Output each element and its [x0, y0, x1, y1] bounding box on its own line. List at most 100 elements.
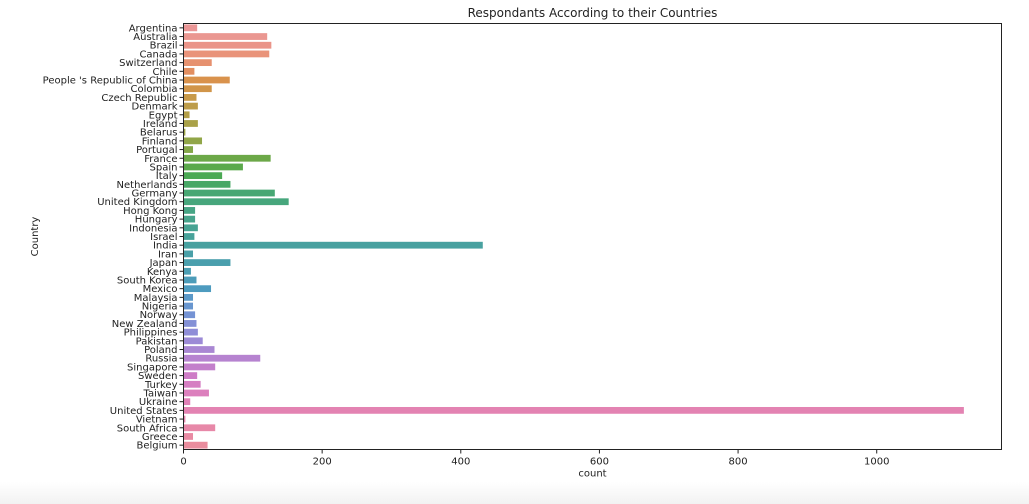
bar	[184, 94, 197, 101]
bar	[184, 302, 194, 310]
category-label: Pakistan	[136, 336, 178, 347]
bar	[184, 241, 483, 249]
category-label: Colombia	[131, 84, 178, 95]
bar	[184, 41, 272, 49]
category-label: People 's Republic of China	[43, 76, 178, 87]
bar	[184, 415, 186, 423]
bars-group	[184, 24, 964, 449]
bar	[184, 433, 194, 440]
bar	[184, 59, 212, 67]
bar	[184, 198, 289, 206]
bar	[184, 267, 191, 275]
category-label: Egypt	[149, 110, 178, 121]
y-axis-title: Country	[30, 217, 41, 257]
bar	[184, 137, 203, 145]
bar	[184, 372, 198, 379]
category-label: Greece	[142, 432, 178, 443]
bar	[184, 76, 230, 84]
category-label: Russia	[145, 354, 177, 365]
category-label: Denmark	[132, 102, 178, 113]
bar	[184, 189, 275, 197]
bar	[184, 293, 194, 301]
category-label: Hong Kong	[123, 206, 177, 217]
bar	[184, 85, 212, 93]
x-tick-label: 0	[180, 457, 186, 468]
x-tick-label: 200	[313, 457, 332, 468]
bar	[184, 146, 194, 153]
x-tick-label: 1000	[864, 457, 889, 468]
bar	[184, 328, 198, 336]
category-label: Chile	[152, 67, 177, 78]
category-label: Hungary	[135, 215, 178, 226]
category-label: Israel	[150, 232, 177, 243]
plot-frame	[183, 23, 1002, 450]
category-label: Ukraine	[139, 397, 178, 408]
category-label: Switzerland	[119, 58, 177, 69]
bar	[184, 163, 243, 171]
category-label: United Kingdom	[97, 197, 177, 208]
category-label: New Zealand	[112, 319, 178, 330]
category-label: Philippines	[124, 328, 178, 339]
category-label: Portugal	[136, 145, 177, 156]
bar	[184, 224, 198, 232]
category-label: France	[144, 154, 177, 165]
category-label: Malaysia	[134, 293, 178, 304]
category-label: Australia	[133, 32, 177, 43]
category-label: India	[153, 241, 178, 252]
category-labels-group: ArgentinaAustraliaBrazilCanadaSwitzerlan…	[43, 23, 178, 451]
chart-title: Respondants According to their Countries	[468, 6, 718, 20]
bar	[184, 154, 271, 162]
bar	[184, 424, 216, 432]
category-label: Vietnam	[136, 415, 178, 426]
bar	[184, 50, 270, 58]
category-label: Kenya	[147, 267, 178, 278]
category-label: Spain	[150, 162, 178, 173]
bar	[184, 24, 198, 32]
category-label: Finland	[142, 136, 178, 147]
bar	[184, 389, 209, 397]
bar	[184, 250, 194, 258]
category-label: Canada	[139, 49, 177, 60]
category-label: Netherlands	[117, 180, 178, 191]
category-label: Sweden	[138, 371, 178, 382]
bar	[184, 172, 223, 180]
x-ticks-group: 0 200 400 600 800 1000	[180, 449, 889, 468]
bar	[184, 207, 196, 214]
bar	[184, 406, 964, 414]
bar	[184, 120, 198, 127]
x-axis-title: count	[578, 469, 606, 480]
category-label: Japan	[149, 258, 178, 269]
category-label: Brazil	[150, 41, 178, 52]
category-label: Poland	[144, 345, 177, 356]
x-tick-label: 800	[729, 457, 748, 468]
bar	[184, 311, 196, 319]
bar	[184, 276, 197, 284]
y-ticks-group	[179, 27, 184, 446]
bar	[184, 346, 215, 353]
category-label: Italy	[156, 171, 178, 182]
bar	[184, 380, 201, 388]
bar	[184, 337, 203, 345]
bar	[184, 320, 197, 327]
bar	[184, 398, 191, 406]
category-label: Belgium	[137, 441, 178, 452]
category-label: Singapore	[127, 362, 177, 373]
x-tick-label: 600	[590, 457, 609, 468]
bar	[184, 128, 186, 136]
bar	[184, 111, 190, 119]
category-label: Iran	[158, 249, 178, 260]
x-tick-label: 400	[451, 457, 470, 468]
bar	[184, 354, 261, 362]
bar	[184, 215, 196, 223]
bar	[184, 363, 216, 371]
category-label: Norway	[140, 310, 178, 321]
category-label: Ireland	[143, 119, 178, 130]
category-label: Taiwan	[142, 388, 177, 399]
category-label: Mexico	[143, 284, 178, 295]
category-label: United States	[110, 406, 178, 417]
category-label: Czech Republic	[101, 93, 177, 104]
category-label: Nigeria	[142, 302, 178, 313]
category-label: Argentina	[129, 23, 178, 34]
